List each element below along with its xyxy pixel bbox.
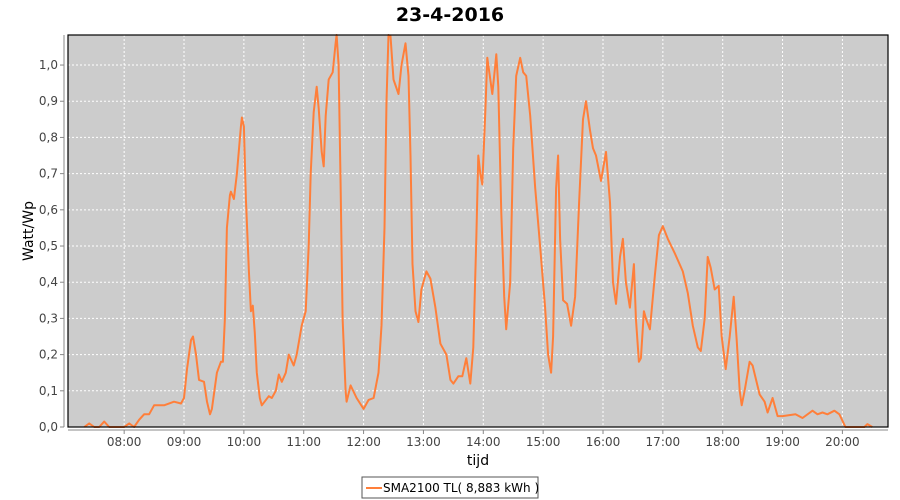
x-tick-label: 13:00 — [406, 435, 441, 449]
y-tick-label: 0,9 — [39, 94, 58, 108]
x-tick-label: 08:00 — [107, 435, 142, 449]
y-tick-label: 0,8 — [39, 130, 58, 144]
series-line — [83, 34, 873, 428]
y-ticks: 0,0 0,1 0,2 0,3 0,4 0,5 0,6 0,7 0,8 0,9 1,0 — [39, 58, 64, 434]
x-tick-label: 09:00 — [167, 435, 202, 449]
y-tick-label: 0,5 — [39, 239, 58, 253]
x-tick-label: 12:00 — [346, 435, 381, 449]
x-tick-label: 15:00 — [526, 435, 561, 449]
legend-label: SMA2100 TL( 8,883 kWh ) — [383, 481, 539, 495]
y-tick-label: 0,2 — [39, 348, 58, 362]
legend: SMA2100 TL( 8,883 kWh ) — [361, 476, 539, 499]
y-tick-label: 0,1 — [39, 384, 58, 398]
legend-box — [361, 476, 539, 499]
y-axis-label: Watt/Wp — [21, 201, 37, 261]
plot-area — [68, 35, 888, 427]
y-tick-label: 0,4 — [39, 275, 58, 289]
x-ticks: 08:00 09:00 10:00 11:00 12:00 13:00 14:00 15:00… — [107, 430, 860, 449]
y-tick-label: 0,7 — [39, 167, 58, 181]
x-tick-label: 11:00 — [286, 435, 321, 449]
plot-border — [67, 34, 889, 428]
x-tick-label: 14:00 — [466, 435, 501, 449]
y-tick-label: 0,3 — [39, 311, 58, 325]
x-tick-label: 10:00 — [227, 435, 262, 449]
y-tick-label: 0,6 — [39, 203, 58, 217]
x-tick-label: 17:00 — [646, 435, 681, 449]
y-tick-label: 1,0 — [39, 58, 58, 72]
x-axis-label: tijd — [467, 453, 489, 469]
x-tick-label: 19:00 — [765, 435, 800, 449]
x-tick-label: 18:00 — [705, 435, 740, 449]
y-tick-label: 0,0 — [39, 420, 58, 434]
x-tick-label: 16:00 — [586, 435, 621, 449]
chart-title: 23-4-2016 — [396, 4, 504, 26]
series-group — [83, 34, 873, 428]
x-tick-label: 20:00 — [825, 435, 860, 449]
